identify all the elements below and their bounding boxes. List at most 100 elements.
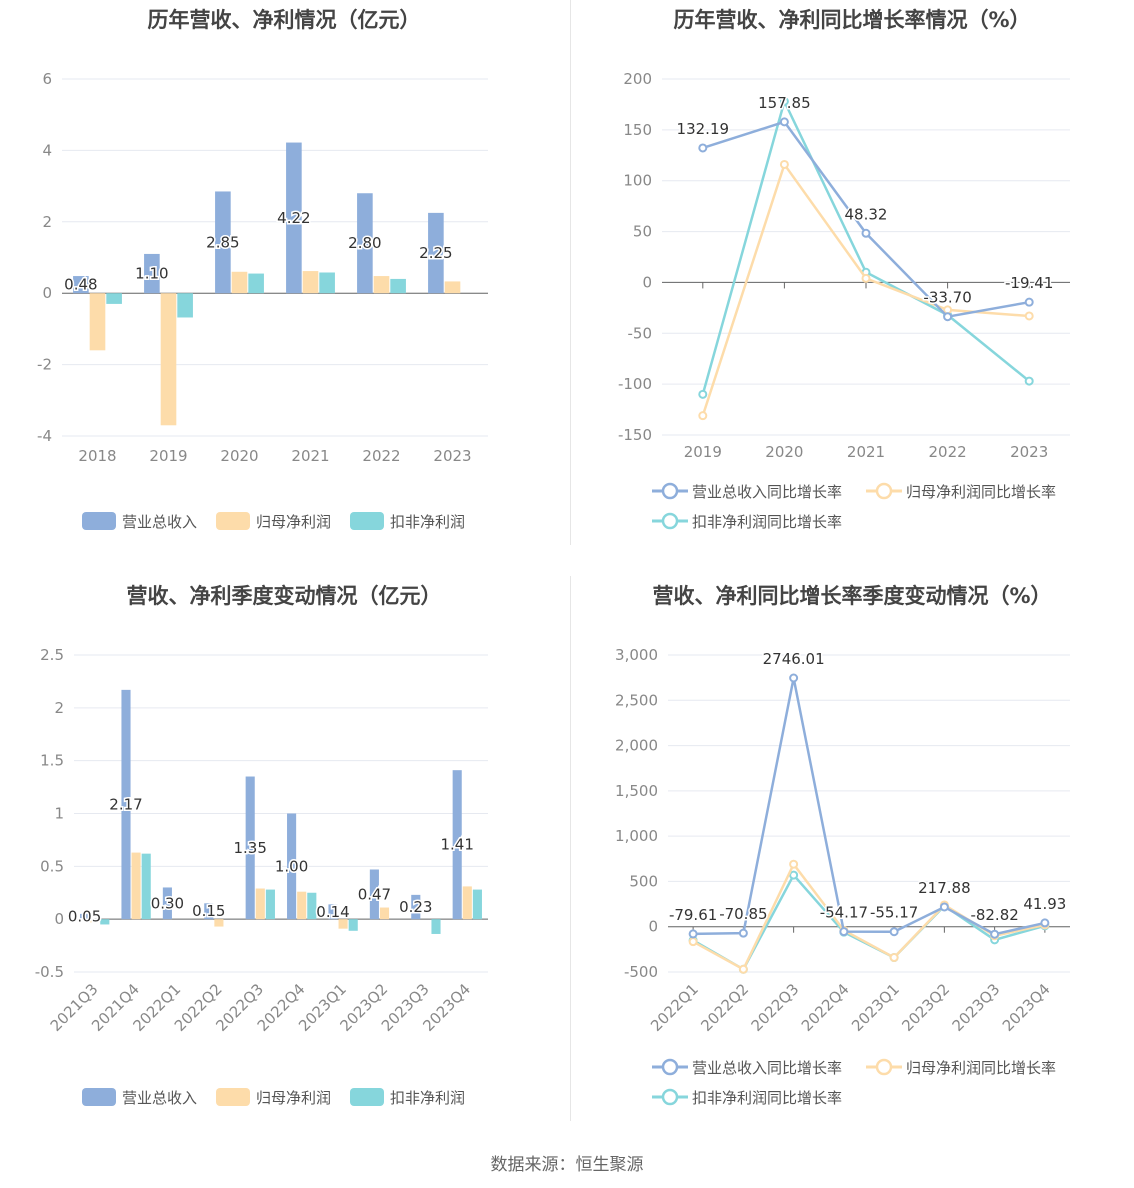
point-data-label: 157.85 [758,94,811,112]
x-tick-label: 2020 [765,443,803,461]
x-tick-label: 2023 [1010,443,1048,461]
y-tick-label: -4 [37,427,52,445]
legend-label: 营业总收入同比增长率 [692,1059,842,1077]
bar-parent-net [214,919,224,927]
bar-data-label: 2.85 [206,233,239,251]
data-point [789,859,799,869]
y-tick-label: 3,000 [615,646,658,664]
bar-revenue [369,869,379,920]
bar-parent-net [231,271,248,294]
bar-data-label: 0.23 [399,898,432,916]
bar-deducted-net [348,919,358,931]
x-tick-label: 2023Q4 [999,980,1054,1035]
data-point [839,927,849,937]
bar-deducted-net [319,272,335,294]
data-point [789,673,799,683]
bar-deducted-net [248,273,264,294]
y-tick-label: -2 [37,356,52,374]
x-tick-label: 2022 [362,447,400,465]
y-tick-label: 1.5 [40,752,64,770]
y-tick-label: 150 [623,121,652,139]
legend-swatch [875,482,893,500]
y-tick-label: -100 [618,375,652,393]
legend-swatch [350,1088,384,1106]
chart-title: 历年营收、净利同比增长率情况（%） [673,8,1031,32]
chart-panel-annual-growth: 历年营收、净利同比增长率情况（%） -150 -100 -50 0 50 100 150 20… [570,0,1134,560]
point-data-label: 217.88 [918,879,971,897]
x-tick-label: 2022Q2 [697,980,752,1035]
bar-data-label: 2.17 [109,796,142,814]
bar-data-label: 1.10 [135,265,168,283]
bar-parent-net [302,271,319,294]
point-data-label: -79.61 [669,906,717,924]
y-tick-label: -50 [628,324,653,342]
data-point [779,159,789,169]
bar-data-label: 1.41 [440,836,473,854]
x-tick-label: 2023 [433,447,471,465]
bar-parent-net [255,888,265,920]
bar-parent-net [444,281,461,294]
x-tick-label: 2021 [291,447,329,465]
bar-revenue [357,193,373,294]
legend-swatch [875,1058,893,1076]
legend-swatch [661,482,679,500]
bar-revenue [215,191,231,294]
data-point [738,964,748,974]
quarterly-growth-chart: -50005001,0001,5002,0002,5003,0002022Q12… [615,646,1070,1107]
point-data-label: 132.19 [677,120,730,138]
y-tick-label: 1 [54,805,64,823]
chart-panel-quarterly-bars: 营收、净利季度变动情况（亿元） -0.5 0 0.5 1 1.5 2 2.5 0.05 2021… [0,576,568,1136]
data-point [1040,918,1050,928]
legend-swatch [661,1088,679,1106]
bar-parent-net [297,891,307,920]
bar-deducted-net [177,293,193,318]
y-tick-label: 100 [623,172,652,190]
bar-revenue [162,887,172,920]
point-data-label: 41.93 [1023,895,1066,913]
data-point [1024,311,1034,321]
legend-swatch [661,1058,679,1076]
y-tick-label: 0 [42,284,52,302]
legend-swatch [661,512,679,530]
data-point [889,953,899,963]
bar-data-label: 1.00 [275,857,308,875]
data-point [738,928,748,938]
bar-revenue [328,904,338,920]
chart-title: 营收、净利同比增长率季度变动情况（%） [652,584,1052,608]
point-data-label: -55.17 [870,904,918,922]
legend-swatch [350,512,384,530]
legend-label: 归母净利润 [256,1089,331,1107]
data-point [698,389,708,399]
bar-data-label: 0.14 [316,903,349,921]
panel-divider-bottom [570,576,571,1121]
y-tick-label: -500 [624,963,658,981]
y-tick-label: 2,000 [615,737,658,755]
x-tick-label: 2023Q1 [848,980,903,1035]
data-point [939,902,949,912]
bar-data-label: 2.80 [348,234,381,252]
y-tick-label: 500 [629,872,658,890]
y-tick-label: 200 [623,70,652,88]
bar-revenue [73,276,89,294]
bar-parent-net [90,919,100,923]
y-tick-label: 4 [42,141,52,159]
chart-title: 营收、净利季度变动情况（亿元） [126,584,442,608]
bar-revenue [80,913,90,920]
data-point [861,228,871,238]
bar-parent-net [379,907,390,920]
x-tick-label: 2020 [220,447,258,465]
legend-label: 归母净利润 [256,513,331,531]
bar-data-label: 0.05 [68,908,101,926]
data-point [698,411,708,421]
point-data-label: -70.85 [719,905,767,923]
bar-deducted-net [472,889,482,920]
data-point [779,117,789,127]
legend-swatch [82,1088,116,1106]
bar-data-label: 2.25 [419,244,452,262]
bar-deducted-net [431,919,441,934]
x-tick-label: 2018 [78,447,116,465]
bar-parent-net [89,293,106,351]
bar-data-label: 0.30 [151,894,184,912]
data-point [698,143,708,153]
series-line [693,677,1046,936]
